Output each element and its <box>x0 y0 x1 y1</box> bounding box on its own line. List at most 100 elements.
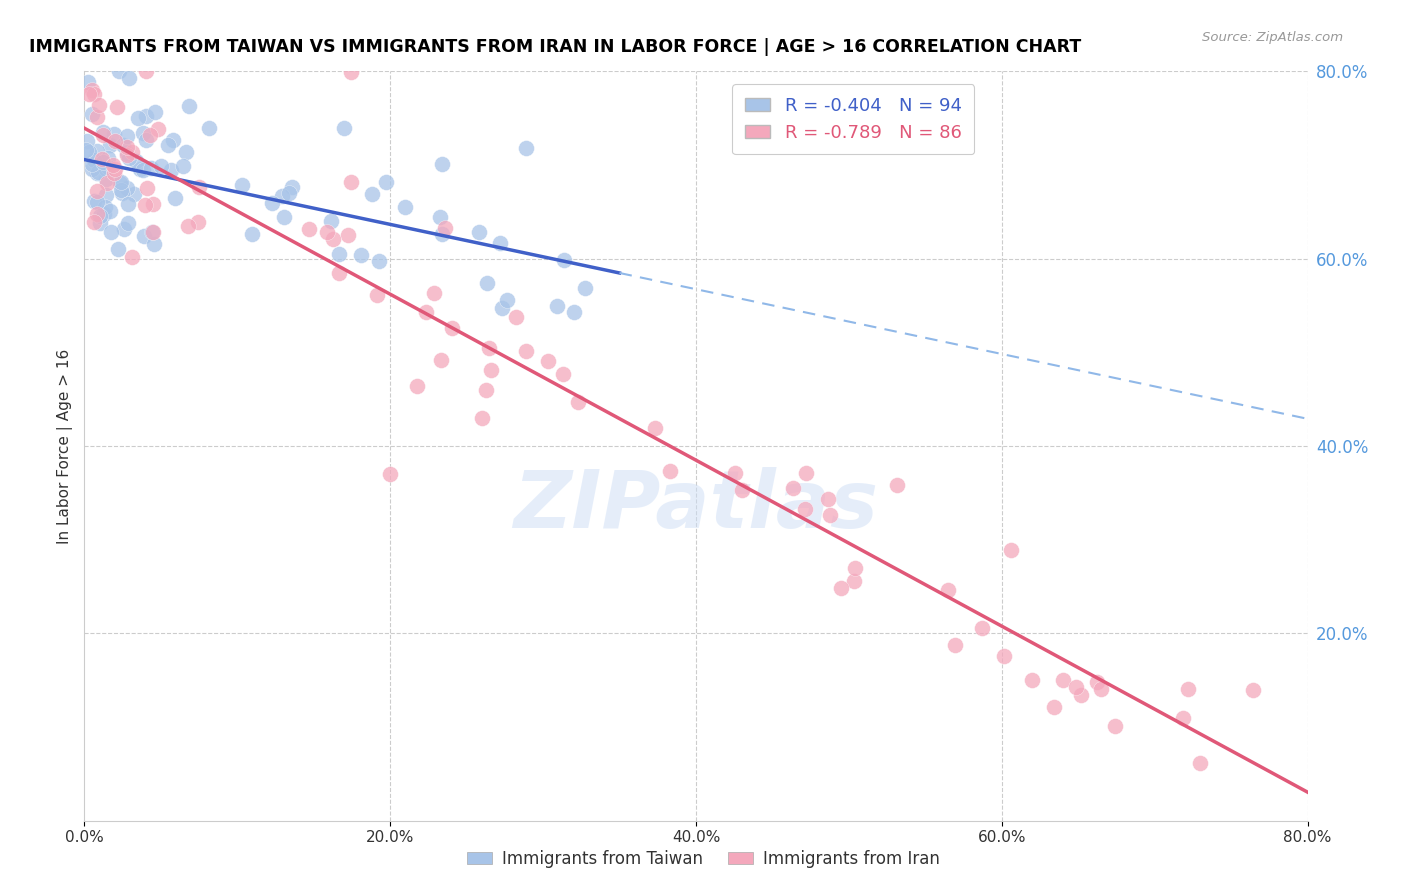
Point <box>350 248 373 262</box>
Point <box>491 301 513 315</box>
Point <box>121 250 143 264</box>
Point <box>562 305 585 319</box>
Point <box>278 186 301 201</box>
Point <box>440 321 463 335</box>
Point <box>553 252 575 267</box>
Point <box>108 176 131 190</box>
Point <box>118 151 141 165</box>
Text: IMMIGRANTS FROM TAIWAN VS IMMIGRANTS FROM IRAN IN LABOR FORCE | AGE > 16 CORRELA: IMMIGRANTS FROM TAIWAN VS IMMIGRANTS FRO… <box>30 38 1081 56</box>
Point <box>730 483 752 498</box>
Point <box>177 99 200 113</box>
Point <box>340 175 363 189</box>
Point <box>1090 682 1112 697</box>
Point <box>128 162 150 177</box>
Point <box>1000 543 1022 558</box>
Point <box>782 481 804 495</box>
Point <box>141 225 163 239</box>
Point <box>505 310 527 325</box>
Point <box>75 143 97 157</box>
Point <box>474 383 496 397</box>
Point <box>110 176 132 190</box>
Point <box>315 225 337 239</box>
Point <box>818 508 841 522</box>
Point <box>162 133 184 147</box>
Point <box>479 363 502 377</box>
Point <box>77 75 100 89</box>
Point <box>150 159 173 173</box>
Point <box>945 639 967 653</box>
Point <box>1070 688 1092 702</box>
Point <box>406 379 429 393</box>
Point <box>91 128 114 142</box>
Point <box>91 125 114 139</box>
Point <box>375 175 398 189</box>
Point <box>115 140 138 154</box>
Point <box>135 109 157 123</box>
Point <box>139 161 162 175</box>
Point <box>429 210 451 224</box>
Point <box>567 395 589 409</box>
Point <box>105 45 128 60</box>
Point <box>76 134 98 148</box>
Point <box>91 152 114 166</box>
Point <box>110 183 132 197</box>
Point <box>160 162 183 177</box>
Point <box>135 64 157 78</box>
Point <box>112 222 135 236</box>
Point <box>105 100 128 114</box>
Point <box>430 353 453 368</box>
Point <box>970 621 993 635</box>
Point <box>131 126 153 140</box>
Point <box>644 421 666 435</box>
Point <box>1043 700 1066 714</box>
Point <box>273 210 295 224</box>
Point <box>198 121 221 136</box>
Point <box>82 161 104 176</box>
Point <box>143 104 166 119</box>
Point <box>117 129 139 144</box>
Text: ZIPatlas: ZIPatlas <box>513 467 879 545</box>
Point <box>298 222 321 236</box>
Point <box>366 288 388 302</box>
Point <box>794 466 817 480</box>
Point <box>333 120 356 135</box>
Point <box>115 181 138 195</box>
Point <box>1021 673 1043 688</box>
Point <box>143 237 166 252</box>
Point <box>1104 719 1126 733</box>
Point <box>134 197 156 211</box>
Point <box>515 141 537 155</box>
Point <box>83 194 105 208</box>
Point <box>546 299 568 313</box>
Point <box>111 137 134 152</box>
Point <box>118 71 141 86</box>
Point <box>121 145 143 160</box>
Point <box>724 467 747 481</box>
Point <box>478 341 501 355</box>
Point <box>132 162 155 177</box>
Point <box>77 145 100 159</box>
Point <box>659 464 682 478</box>
Point <box>551 367 574 381</box>
Point <box>83 87 105 102</box>
Point <box>842 574 865 588</box>
Point <box>122 187 145 202</box>
Point <box>1241 683 1264 698</box>
Point <box>107 242 129 256</box>
Point <box>489 235 512 250</box>
Point <box>103 166 125 180</box>
Point <box>142 225 165 239</box>
Point <box>96 176 118 190</box>
Point <box>89 209 111 223</box>
Point <box>172 159 194 173</box>
Point <box>98 204 121 219</box>
Point <box>80 107 103 121</box>
Point <box>430 227 453 241</box>
Point <box>1171 711 1194 725</box>
Point <box>1064 680 1087 694</box>
Point <box>177 219 200 234</box>
Point <box>794 502 817 516</box>
Point <box>1052 673 1074 688</box>
Point <box>80 83 103 97</box>
Point <box>328 266 350 280</box>
